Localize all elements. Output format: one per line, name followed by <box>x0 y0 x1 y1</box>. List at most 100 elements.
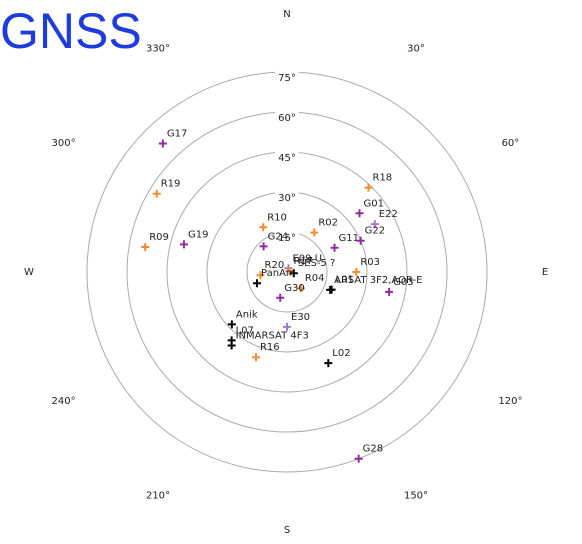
satellite-label: G19 <box>188 229 208 240</box>
satellite-marker <box>352 268 361 276</box>
azimuth-label: 210° <box>146 490 170 501</box>
chart-title: GNSS <box>0 3 142 59</box>
satellite: R03 <box>352 257 380 276</box>
satellite-marker <box>370 220 379 229</box>
satellite-label: R10 <box>267 212 287 223</box>
ring-label-bg <box>275 191 299 204</box>
satellite: G22 <box>356 226 385 245</box>
satellite-marker <box>141 242 150 251</box>
ring-label: 75° <box>278 73 296 84</box>
satellite-marker <box>310 228 319 237</box>
azimuth-label: 120° <box>498 396 522 407</box>
satellite: SES-5 ? <box>289 258 335 278</box>
satellite-label: G22 <box>365 226 385 237</box>
satellite-marker <box>296 284 305 293</box>
satellite: G03 <box>385 277 414 296</box>
satellite: R04 <box>296 273 325 293</box>
satellite-label: ARSAT 3F2,AOR-E <box>334 275 422 286</box>
ring-label: 60° <box>278 113 296 124</box>
satellite-label: G11 <box>339 233 359 244</box>
satellite-marker <box>179 240 188 249</box>
satellite-label: Anik <box>236 309 258 320</box>
satellite: G17 <box>158 128 187 148</box>
satellite-label: R20 <box>265 260 285 271</box>
azimuth-label: 330° <box>146 44 170 55</box>
satellite-label: G17 <box>167 128 187 139</box>
satellite: ARSAT 3F2,AOR-E <box>326 275 422 294</box>
satellite-label: E09 U <box>292 253 322 264</box>
satellite-label: G28 <box>363 444 383 455</box>
satellite-label: PanAm <box>261 268 296 279</box>
azimuth-label: N <box>283 9 290 20</box>
satellite: R02 <box>310 218 338 237</box>
satellite-label: SES-5 ? <box>298 258 335 269</box>
azimuth-label: 240° <box>52 396 76 407</box>
satellite-marker <box>251 353 260 362</box>
satellite-label: L01 <box>336 275 354 286</box>
satellite-marker <box>285 267 294 276</box>
satellite-marker <box>364 183 373 192</box>
satellite-label: E22 <box>379 209 398 220</box>
ring-label-bg <box>275 111 299 124</box>
satellite: R20 <box>256 260 285 280</box>
satellite-marker <box>330 243 339 252</box>
satellite: G01 <box>355 198 384 218</box>
ring-label: 15° <box>278 233 296 244</box>
satellite: R10 <box>259 212 287 232</box>
azimuth-label: W <box>24 267 34 278</box>
azimuth-label: 30° <box>407 44 425 55</box>
satellite-marker <box>152 189 161 198</box>
satellite-marker <box>256 271 265 280</box>
satellite: G24 <box>259 231 288 251</box>
satellite: R16 <box>251 342 280 362</box>
ring-label: 30° <box>278 193 296 204</box>
satellite-marker <box>289 269 298 278</box>
azimuth-label: 150° <box>404 490 428 501</box>
satellite-marker <box>227 336 236 345</box>
satellite-label: L07 <box>236 325 254 336</box>
satellite: R17 <box>285 256 313 276</box>
satellite-label: R04 <box>305 273 325 284</box>
satellite-marker <box>259 223 268 232</box>
satellite: L07 <box>227 325 254 345</box>
ring-label: 45° <box>278 153 296 164</box>
satellite: G30 <box>276 283 305 302</box>
satellite-label: L02 <box>332 348 350 359</box>
satellite-marker <box>283 322 291 331</box>
satellite-label: R19 <box>161 179 181 190</box>
satellite-label: R16 <box>260 342 280 353</box>
satellite-label: G30 <box>284 283 304 294</box>
azimuth-label: 60° <box>502 138 520 149</box>
satellite-marker <box>356 236 365 245</box>
satellite-label: R17 <box>293 256 313 267</box>
satellite-label: R09 <box>149 232 169 243</box>
satellite-label: R18 <box>373 173 393 184</box>
satellite: Anik <box>227 309 258 329</box>
satellite-marker <box>158 139 167 148</box>
satellite: G28 <box>354 444 383 463</box>
satellite-label: R02 <box>318 218 338 229</box>
satellite-label: G01 <box>364 198 384 209</box>
satellite-marker <box>227 320 236 329</box>
satellite-label: G24 <box>268 231 288 242</box>
satellite-label: E30 <box>291 312 310 323</box>
satellite-label: INMARSAT 4F3 <box>236 330 309 341</box>
satellite-marker <box>355 209 364 218</box>
satellite-marker <box>354 454 363 463</box>
satellite-marker <box>276 293 285 302</box>
satellite: E30 <box>283 312 310 331</box>
satellite-marker <box>253 279 262 288</box>
ring-label-bg <box>275 71 299 84</box>
ring-label-bg <box>275 231 299 244</box>
satellite-marker <box>326 285 335 294</box>
satellite-marker <box>385 287 394 296</box>
satellite: R18 <box>364 173 393 192</box>
satellite: L02 <box>324 348 351 368</box>
satellite: E22 <box>370 209 398 229</box>
satellite-marker <box>259 242 268 251</box>
azimuth-label: S <box>284 525 290 536</box>
satellite: R09 <box>141 232 169 251</box>
satellite: G19 <box>179 229 208 249</box>
satellite: R19 <box>152 179 181 198</box>
